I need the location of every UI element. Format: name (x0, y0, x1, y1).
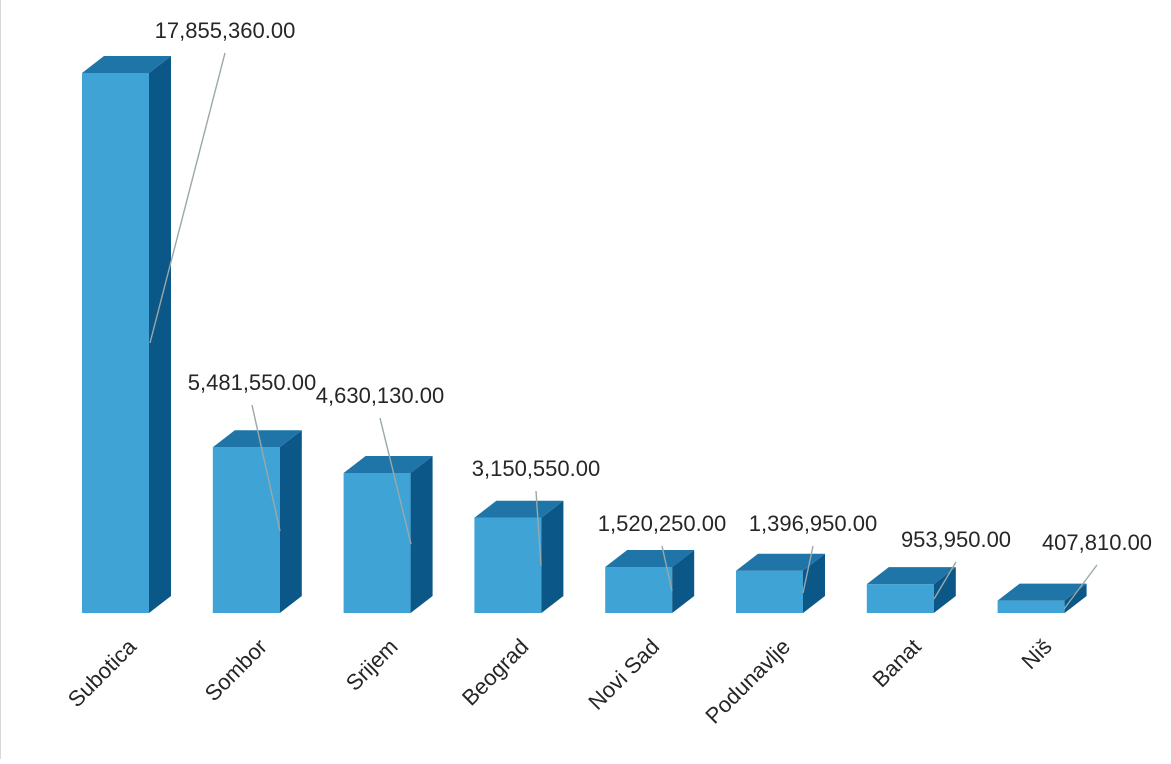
leader-line (149, 52, 226, 344)
bar-front-face (866, 584, 934, 613)
bar-top-face (605, 550, 695, 568)
bar-top-face (82, 56, 171, 73)
data-labels-layer: 17,855,360.00 5,481,550.004,630,130.00 3,1… (155, 18, 1152, 555)
bar-front-face (474, 517, 542, 613)
leader-line (1063, 564, 1098, 610)
category-label: Sombor (200, 634, 272, 706)
bar-top-face (997, 583, 1087, 601)
bar-front-face (736, 570, 803, 613)
bar-side-face (672, 550, 695, 613)
bars-layer (82, 56, 1087, 613)
data-label: 5,481,550.00 (188, 370, 316, 395)
bar-2 (212, 430, 302, 613)
data-label: 3,150,550.00 (472, 456, 600, 481)
bar-side-face (149, 56, 171, 613)
bar-top-face (343, 455, 433, 473)
category-labels-layer: Subotica Sombor Srijem Beograd Novi Sad Podun… (63, 633, 1057, 728)
bar-top-face (866, 567, 956, 585)
category-label: Subotica (63, 633, 142, 712)
bar-side-face (279, 430, 302, 613)
data-label: 1,520,250.00 (598, 511, 726, 536)
bar-7 (866, 567, 956, 613)
category-label: Novi Sad (583, 634, 664, 715)
data-label: 1,396,950.00 (749, 511, 877, 536)
leader-line (802, 545, 814, 594)
data-label: 4,630,130.00 (316, 383, 444, 408)
leader-line (535, 490, 542, 567)
data-label: 17,855,360.00 (155, 18, 296, 43)
leader-lines-layer (149, 52, 1098, 610)
category-label: Beograd (457, 634, 534, 711)
bar-top-face (212, 430, 302, 448)
bar-side-face (410, 455, 433, 613)
bar-6 (736, 553, 825, 613)
category-label: Banat (867, 634, 925, 692)
bar-top-face (474, 500, 564, 518)
bar-front-face (212, 447, 280, 613)
bar-front-face (343, 472, 411, 613)
bar-front-face (82, 73, 149, 613)
bar-front-face (997, 600, 1065, 613)
category-label: Niš (1016, 634, 1056, 674)
data-label: 407,810.00 (1042, 530, 1152, 555)
leader-line (661, 545, 673, 592)
bar-8 (997, 583, 1087, 613)
bar-side-face (1064, 583, 1087, 613)
bar-1 (82, 56, 171, 613)
leader-line (379, 417, 412, 545)
leader-line (933, 561, 957, 600)
bar-side-face (933, 567, 956, 613)
category-label: Podunavlje (700, 634, 795, 729)
bar-front-face (605, 567, 673, 613)
leader-line (251, 404, 281, 532)
category-label: Srijem (341, 634, 403, 696)
bar-5 (605, 550, 695, 613)
bar-side-face (541, 500, 564, 613)
bar-3 (343, 455, 433, 613)
bar-top-face (736, 553, 825, 571)
bar-4 (474, 500, 564, 613)
data-label: 953,950.00 (901, 527, 1011, 552)
